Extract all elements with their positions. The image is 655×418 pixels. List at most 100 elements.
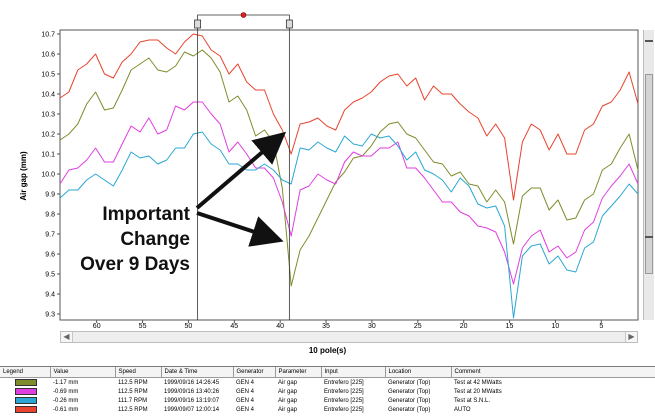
- cell-datetime: 1999/09/16 14:26:45: [164, 379, 220, 386]
- y-tick-label: 10.1: [41, 152, 55, 159]
- col-generator[interactable]: Generator: [233, 367, 276, 378]
- scroll-right-icon[interactable]: ▶: [625, 332, 637, 342]
- col-comment[interactable]: Comment: [451, 367, 655, 378]
- vertical-scroll-thumb[interactable]: [645, 74, 653, 274]
- cell-value: -0.61 mm: [53, 406, 79, 413]
- table-row[interactable]: -0.61 mm 112.5 RPM 1999/09/07 12:00:14 G…: [0, 405, 655, 414]
- cell-speed: 111.7 RPM: [118, 397, 148, 404]
- legend-swatch: [15, 396, 37, 404]
- cell-datetime: 1999/09/16 13:19:07: [164, 397, 220, 404]
- col-input[interactable]: Input: [321, 367, 386, 378]
- x-tick-label: 20: [460, 323, 468, 330]
- cell-input: Entrefero [225]: [324, 388, 364, 395]
- y-axis-label: Air gap (mm): [19, 151, 28, 201]
- cell-generator: GEN 4: [236, 406, 255, 413]
- legend-swatch: [15, 378, 37, 386]
- table-row[interactable]: -0.69 mm 112.5 RPM 1999/09/16 13:40:26 G…: [0, 387, 655, 396]
- col-value[interactable]: Value: [50, 367, 116, 378]
- x-tick-label: 10: [552, 323, 560, 330]
- cell-generator: GEN 4: [236, 388, 255, 395]
- cell-comment: Test at 42 MWatts: [454, 379, 502, 386]
- annotation: Important Change Over 9 Days: [80, 131, 287, 275]
- cell-parameter: Air gap: [278, 406, 298, 413]
- horizontal-scrollbar[interactable]: ◀ ▶: [60, 331, 638, 343]
- series-line-1: [59, 33, 639, 201]
- col-legend[interactable]: Legend: [0, 367, 51, 378]
- cursor-handle-icon[interactable]: [285, 19, 293, 29]
- col-datetime[interactable]: Date & Time: [161, 367, 234, 378]
- cursor-group[interactable]: [194, 12, 293, 321]
- annotation-arrow-down: [196, 211, 284, 247]
- y-tick-label: 9.9: [45, 192, 55, 199]
- annotation-line-2: Change: [120, 229, 190, 250]
- y-tick-label: 9.5: [45, 272, 55, 279]
- vertical-scrollbar[interactable]: [643, 30, 654, 320]
- cell-generator: GEN 4: [236, 397, 255, 404]
- x-tick-label: 50: [185, 323, 193, 330]
- y-tick-label: 9.4: [45, 292, 55, 299]
- cell-location: Generator (Top): [388, 388, 431, 395]
- y-tick-label: 9.8: [45, 212, 55, 219]
- cell-speed: 112.5 RPM: [118, 388, 148, 395]
- cell-speed: 112.5 RPM: [118, 406, 148, 413]
- cursor-center-icon[interactable]: [240, 12, 247, 18]
- col-parameter[interactable]: Parameter: [275, 367, 322, 378]
- annotation-arrow-up: [195, 131, 287, 210]
- cell-location: Generator (Top): [388, 397, 431, 404]
- y-tick-label: 9.7: [45, 232, 55, 239]
- y-tick-label: 10.6: [41, 52, 55, 59]
- cell-datetime: 1999/09/16 13:40:26: [164, 388, 220, 395]
- cell-parameter: Air gap: [278, 388, 298, 395]
- legend-swatch: [15, 387, 37, 395]
- cell-parameter: Air gap: [278, 397, 298, 404]
- series-line-3: [59, 101, 639, 285]
- x-tick-label: 45: [230, 323, 238, 330]
- cell-value: -1.17 mm: [53, 379, 79, 386]
- col-location[interactable]: Location: [385, 367, 452, 378]
- y-tick-label: 10.7: [41, 32, 55, 39]
- scroll-marker: [645, 40, 653, 42]
- cell-value: -0.26 mm: [53, 397, 79, 404]
- cursor-handle-icon[interactable]: [194, 19, 202, 29]
- x-tick-label: 35: [322, 323, 330, 330]
- y-tick-label: 10.4: [41, 92, 55, 99]
- legend-table: Legend Value Speed Date & Time Generator…: [0, 366, 655, 418]
- y-axis-ticks: 10.7 10.6 10.5 10.4 10.3 10.2 10.1 10.0 9.9 9.8 9.…: [41, 32, 60, 319]
- x-axis-label: 10 pole(s): [308, 346, 347, 355]
- annotation-line-1: Important: [102, 204, 190, 225]
- table-row[interactable]: -1.17 mm 112.5 RPM 1999/09/16 14:26:45 G…: [0, 378, 655, 388]
- series-line-4: [59, 131, 639, 319]
- cell-value: -0.69 mm: [53, 388, 79, 395]
- cell-parameter: Air gap: [278, 379, 298, 386]
- x-axis-ticks: 60 55 50 45 40 35 30 25 20 15 10 5: [93, 320, 603, 330]
- cell-location: Generator (Top): [388, 379, 431, 386]
- series-lines: [59, 33, 639, 319]
- y-tick-label: 9.3: [45, 312, 55, 319]
- x-tick-label: 25: [414, 323, 422, 330]
- cell-comment: AUTO: [454, 406, 471, 413]
- table-row[interactable]: -0.26 mm 111.7 RPM 1999/09/16 13:19:07 G…: [0, 396, 655, 405]
- annotation-line-3: Over 9 Days: [80, 254, 190, 275]
- x-tick-label: 55: [139, 323, 147, 330]
- cell-comment: Test at S.N.L.: [454, 397, 491, 404]
- x-tick-label: 30: [368, 323, 376, 330]
- x-tick-label: 40: [276, 323, 284, 330]
- x-tick-label: 5: [599, 323, 603, 330]
- cell-input: Entrefero [225]: [324, 379, 364, 386]
- legend-swatch: [15, 405, 37, 413]
- airgap-chart: 10.7 10.6 10.5 10.4 10.3 10.2 10.1 10.0 9.9 9.8 9.…: [19, 12, 639, 330]
- y-tick-label: 10.0: [41, 172, 55, 179]
- col-speed[interactable]: Speed: [115, 367, 162, 378]
- plot-area: [59, 29, 639, 321]
- y-tick-label: 10.5: [41, 72, 55, 79]
- x-tick-label: 15: [506, 323, 514, 330]
- y-tick-label: 9.6: [45, 252, 55, 259]
- scroll-left-icon[interactable]: ◀: [61, 332, 73, 342]
- cell-datetime: 1999/09/07 12:00:14: [164, 406, 220, 413]
- cell-comment: Test at 20 MWatts: [454, 388, 502, 395]
- scroll-marker: [645, 236, 653, 238]
- series-line-2: [59, 49, 639, 287]
- cell-input: Entrefero [225]: [324, 406, 364, 413]
- y-tick-label: 10.3: [41, 112, 55, 119]
- x-tick-label: 60: [93, 323, 101, 330]
